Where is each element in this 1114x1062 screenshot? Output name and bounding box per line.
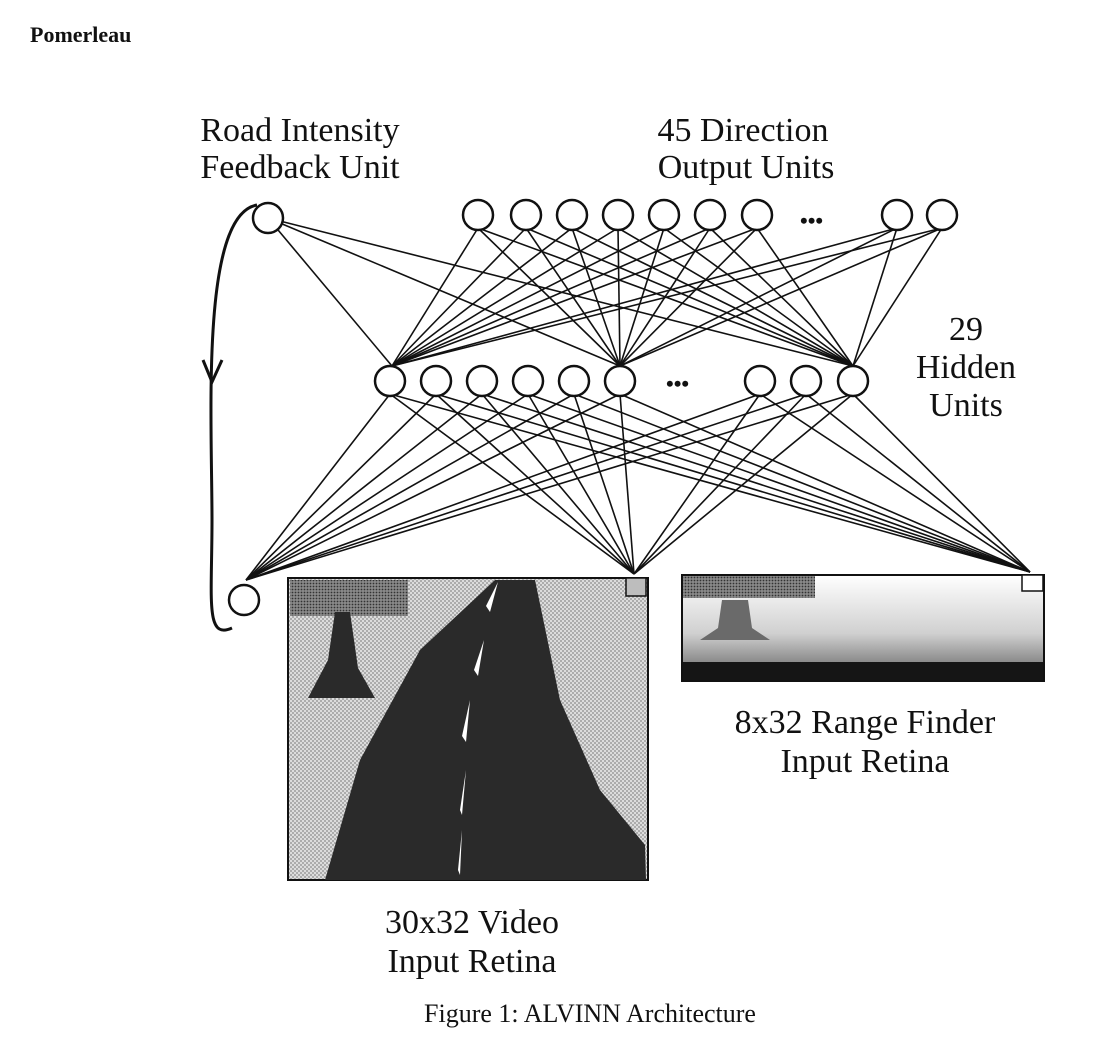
connection-line (391, 227, 479, 367)
connection-line (852, 227, 943, 367)
connection-line (245, 393, 391, 581)
video-retina-label-line1: 30x32 Video (385, 904, 559, 941)
hidden-unit (603, 364, 637, 398)
connection-line (391, 227, 898, 367)
running-header: Pomerleau (30, 22, 131, 47)
output-units-label-line2: Output Units (658, 149, 835, 186)
range-retina-label-line2: Input Retina (780, 743, 949, 780)
feedback-output-unit (251, 201, 285, 235)
hidden-unit (789, 364, 823, 398)
connection-line (267, 217, 621, 367)
hidden-unit (511, 364, 545, 398)
connection-line (759, 393, 1031, 573)
hidden-unit (743, 364, 777, 398)
connection-line (852, 393, 1031, 573)
network-units (227, 198, 959, 617)
output-unit (693, 198, 727, 232)
output-unit (647, 198, 681, 232)
connection-line (573, 393, 1031, 573)
hidden-unit (836, 364, 870, 398)
connection-line (267, 217, 393, 367)
hidden-units-ellipsis: ••• (666, 371, 689, 396)
video-input-retina (287, 577, 649, 881)
output-unit (461, 198, 495, 232)
connection-line (527, 393, 635, 575)
feedback-arrowhead (201, 359, 224, 386)
connection-line (391, 227, 665, 367)
output-units-label-line1: 45 Direction (658, 112, 829, 149)
connection-line (245, 393, 575, 581)
connection-line (633, 393, 854, 575)
feedback-input-unit (227, 583, 261, 617)
connection-line (391, 227, 527, 367)
hidden-unit (373, 364, 407, 398)
feedback-loop-arrow (209, 203, 258, 632)
connection-line (805, 393, 1031, 573)
figure-caption: Figure 1: ALVINN Architecture (424, 999, 756, 1028)
connection-line (617, 227, 621, 367)
connection-line (245, 393, 761, 581)
output-unit (555, 198, 589, 232)
feedback-unit-label-line1: Road Intensity (200, 112, 399, 149)
connection-lines (245, 217, 1031, 581)
output-unit (925, 198, 959, 232)
hidden-unit (465, 364, 499, 398)
output-unit (601, 198, 635, 232)
connection-line (245, 393, 529, 581)
video-retina-label-line2: Input Retina (387, 943, 556, 980)
connection-line (267, 217, 854, 367)
connection-line (245, 393, 854, 581)
range-finder-input-retina (681, 574, 1045, 682)
output-unit (509, 198, 543, 232)
output-units-ellipsis: ••• (800, 208, 823, 233)
connection-line (619, 393, 1031, 573)
connection-line (619, 227, 758, 367)
hidden-units-label-line1: 29 (949, 311, 983, 348)
connection-line (619, 393, 635, 575)
connection-line (389, 393, 1031, 573)
connection-line (435, 393, 1031, 573)
connection-line (573, 393, 635, 575)
hidden-unit (557, 364, 591, 398)
range-retina-label-line1: 8x32 Range Finder (735, 704, 996, 741)
connection-line (245, 393, 621, 581)
feedback-unit-label-line2: Feedback Unit (200, 149, 400, 186)
connection-line (756, 227, 854, 367)
connection-line (391, 227, 943, 367)
connection-line (391, 227, 619, 367)
connection-line (245, 393, 437, 581)
connection-line (571, 227, 854, 367)
connection-line (391, 227, 758, 367)
hidden-units-label-line3: Units (929, 387, 1003, 424)
connection-line (527, 393, 1031, 573)
connection-line (633, 393, 807, 575)
hidden-unit (419, 364, 453, 398)
output-unit (880, 198, 914, 232)
connection-line (391, 227, 573, 367)
connection-line (633, 393, 761, 575)
connection-line (245, 393, 483, 581)
hidden-units-label-line2: Hidden (916, 349, 1016, 386)
connection-line (391, 227, 711, 367)
connection-line (481, 393, 1031, 573)
output-unit (740, 198, 774, 232)
connection-line (245, 393, 807, 581)
connection-line (619, 227, 943, 367)
